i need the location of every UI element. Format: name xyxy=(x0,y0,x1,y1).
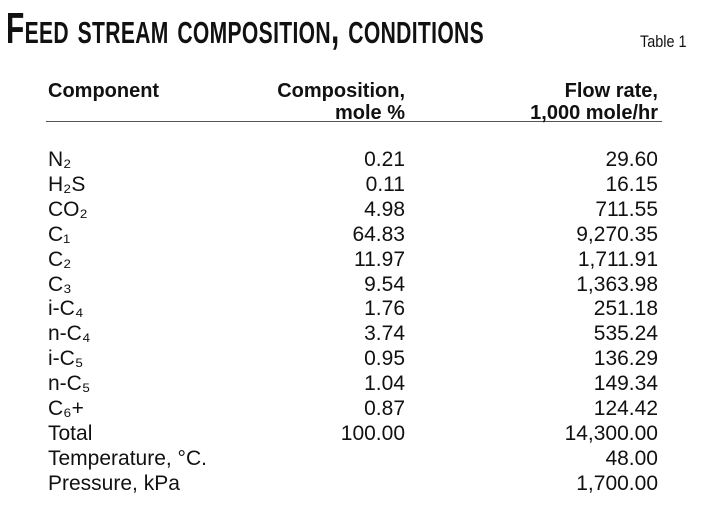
row-label: n-C₄ xyxy=(48,322,91,346)
cell: 1,700.00 xyxy=(576,471,658,495)
row-label: C₂ xyxy=(48,247,72,271)
cell: 14,300.00 xyxy=(564,421,658,445)
cell: 48.00 xyxy=(605,446,658,470)
row-label: i-C₄ xyxy=(48,297,84,321)
cell: 124.42 xyxy=(593,397,658,420)
column-header: Component xyxy=(48,80,160,102)
row-label: C₁ xyxy=(48,222,71,246)
cell: 64.83 xyxy=(352,222,405,246)
cell: 9,270.35 xyxy=(576,222,658,246)
cell: 136.29 xyxy=(593,347,658,371)
cell: 0.11 xyxy=(365,172,405,196)
column-header: 1,000 mole/hr xyxy=(530,102,658,124)
cell: 1.04 xyxy=(364,372,405,396)
cell: 3.74 xyxy=(364,322,405,346)
cell: 11.97 xyxy=(354,247,405,271)
row-label: Total xyxy=(48,421,93,445)
row-label: i-C₅ xyxy=(48,347,84,371)
title: Feed stream composition, conditions xyxy=(6,4,485,53)
row-label: C₆+ xyxy=(48,397,84,420)
column-header: Composition, xyxy=(277,80,405,102)
column-header: Flow rate, xyxy=(564,80,658,102)
row-label: Temperature, °C. xyxy=(48,446,207,470)
column-header: mole % xyxy=(334,102,405,124)
row-label: N₂ xyxy=(48,148,72,171)
cell: 1,363.98 xyxy=(576,272,658,296)
cell: 0.21 xyxy=(364,148,405,171)
cell: 149.34 xyxy=(593,372,658,396)
cell: 0.87 xyxy=(364,397,405,420)
cell: 251.18 xyxy=(593,297,658,321)
row-label: Pressure, kPa xyxy=(48,471,180,495)
row-label: C₃ xyxy=(48,272,72,296)
cell: 711.55 xyxy=(595,197,658,221)
cell: 535.24 xyxy=(593,322,658,346)
row-label: H₂S xyxy=(48,172,86,196)
row-label: CO₂ xyxy=(48,197,88,221)
header-rule xyxy=(46,121,662,122)
cell: 9.54 xyxy=(364,272,405,296)
cell: 29.60 xyxy=(605,148,658,171)
row-label: n-C₅ xyxy=(48,372,91,396)
table-label: Table 1 xyxy=(640,32,687,51)
cell: 16.15 xyxy=(605,172,658,196)
cell: 4.98 xyxy=(364,197,405,221)
cell: 1.76 xyxy=(364,297,405,321)
cell: 100.00 xyxy=(340,421,405,445)
cell: 0.95 xyxy=(364,347,405,371)
cell: 1,711.91 xyxy=(577,247,658,271)
